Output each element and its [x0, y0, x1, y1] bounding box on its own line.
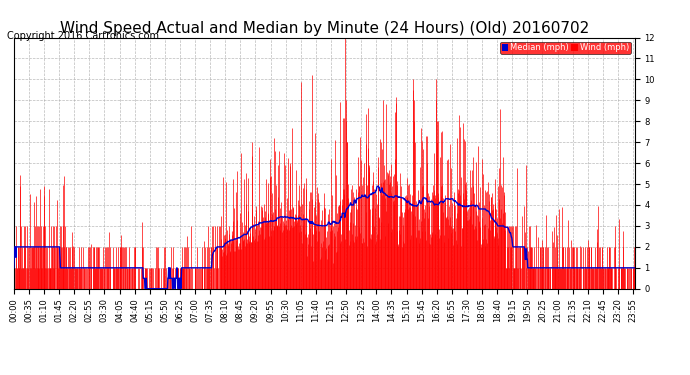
Text: Copyright 2016 Cartronics.com: Copyright 2016 Cartronics.com	[7, 32, 159, 41]
Legend: Median (mph), Wind (mph): Median (mph), Wind (mph)	[500, 42, 631, 54]
Title: Wind Speed Actual and Median by Minute (24 Hours) (Old) 20160702: Wind Speed Actual and Median by Minute (…	[59, 21, 589, 36]
